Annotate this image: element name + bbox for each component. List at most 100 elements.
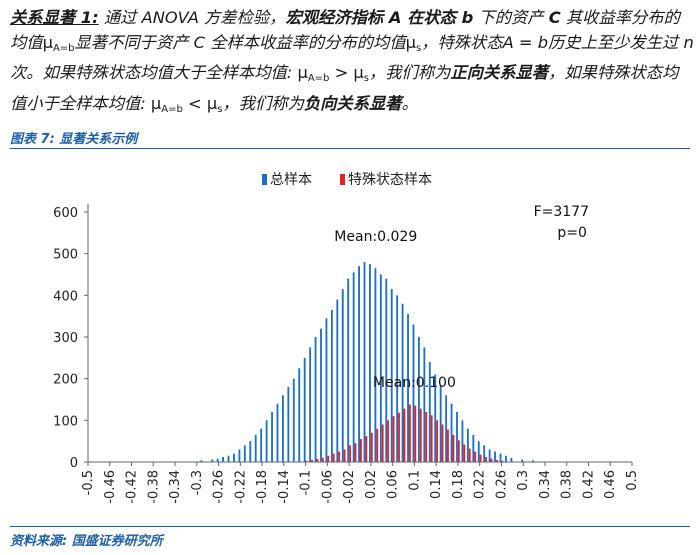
text-segment: 全样本收益率的分布的均值 [205,32,406,52]
special-state-bar [479,454,482,462]
special-state-bar [398,412,400,462]
intro-paragraph: 关系显著 1: 通过 ANOVA 方差检验，宏观经济指标 A 在状态 b 下的资… [10,6,694,122]
x-tick-label: 0.18 [451,470,466,499]
bold-segment: 宏观经济指标 [285,8,389,27]
x-tick-label: -0.1 [299,470,314,495]
text-segment: ，特殊状态A = b历史上至少发生过 [421,32,684,52]
var-c: C [193,32,206,52]
x-tick-label: 0.38 [560,470,575,499]
special-state-bar [463,444,466,462]
x-tick-label: -0.14 [277,470,292,504]
special-state-bar [392,416,395,462]
total-sample-bar [249,441,252,462]
x-tick-label: -0.34 [168,470,183,504]
special-state-bar [468,448,471,462]
special-state-bar [430,415,433,462]
text-segment: 通过 ANOVA 方差检验， [98,8,286,27]
special-state-bar [425,412,428,462]
special-state-bar [321,457,324,462]
total-sample-bar [385,278,388,462]
special-state-bar [474,451,477,462]
chart-annotation: Mean:0.029 [334,229,417,245]
total-sample-bar [358,266,360,462]
total-sample-bar [472,434,475,462]
subscript: s [217,103,223,115]
mu-symbol: μ [297,63,308,82]
special-state-bar [376,428,379,462]
subscript: A=b [161,103,183,115]
mu-symbol: μ [150,93,162,113]
mu-symbol: μ [353,63,364,82]
x-tick-label: -0.38 [146,470,161,504]
total-sample-bar [494,451,496,462]
mu-symbol: μ [206,93,218,113]
total-sample-bar [390,289,393,462]
legend-label: 总样本 [270,172,312,188]
var-n: n [683,32,694,52]
var-b: b [461,8,474,27]
caption-divider [10,148,690,149]
total-sample-bar [363,262,366,462]
mu-symbol: μ [42,32,53,52]
total-sample-bar [200,460,203,462]
total-sample-bar [330,309,333,462]
total-sample-bar [320,328,322,462]
negative-term: 负向关系显著 [303,93,402,113]
x-tick-label: 0.14 [429,470,444,499]
special-state-bar [349,445,351,462]
total-sample-bar [499,453,502,462]
special-state-bar [447,429,449,462]
total-sample-bar [265,420,268,462]
y-tick-label: 400 [53,289,78,304]
x-tick-label: -0.18 [255,470,270,504]
mu-symbol: μ [405,32,416,52]
total-sample-bar [292,378,295,462]
x-tick-label: -0.3 [190,470,205,495]
total-sample-bar [336,299,339,462]
special-state-bar [457,440,460,462]
text-segment: 下的资产 [473,8,549,27]
total-sample-bar [260,428,263,462]
x-tick-label: 0.46 [603,470,618,499]
special-state-bar [338,451,341,462]
subscript: s [415,42,422,54]
total-sample-bar [374,268,377,462]
operator: > [329,63,354,82]
y-tick-label: 200 [53,373,78,388]
x-tick-label: -0.5 [81,470,96,495]
special-state-bar [414,405,417,462]
chart-annotation: F=3177 [534,204,589,220]
x-tick-label: 0.26 [494,470,509,499]
total-sample-bar [325,318,328,462]
total-sample-bar [314,337,317,462]
text-segment: 显著不同于资产 [74,32,194,52]
total-sample-bar [281,395,284,462]
total-sample-bar [423,347,426,462]
total-sample-bar [483,445,486,462]
paragraph-heading: 关系显著 1: [10,8,99,27]
total-sample-bar [211,459,214,462]
special-state-bar [360,439,362,462]
total-sample-bar [369,264,371,462]
subscript: A=b [307,73,330,84]
x-tick-label: 0.1 [407,470,422,491]
total-sample-bar [254,434,257,462]
var-a: A [388,8,402,27]
special-state-bar [496,459,498,462]
total-sample-bar [233,453,235,462]
text-segment: 其收益率分布的均值 [10,8,680,52]
text-segment: ，如果特殊状态均值小于全样本均值: [10,63,679,113]
special-state-bar [501,460,504,462]
total-sample-bar [456,412,458,462]
y-tick-label: 100 [53,414,78,429]
x-tick-label: -0.06 [320,470,335,504]
total-sample-bar [445,395,448,462]
total-sample-bar [287,387,290,462]
total-sample-bar [412,324,415,462]
special-state-bar [332,453,335,462]
special-state-bar [343,449,346,462]
special-state-bar [485,457,487,462]
special-state-bar [370,432,373,462]
x-tick-label: -0.22 [233,470,248,504]
x-tick-label: -0.26 [212,470,227,504]
